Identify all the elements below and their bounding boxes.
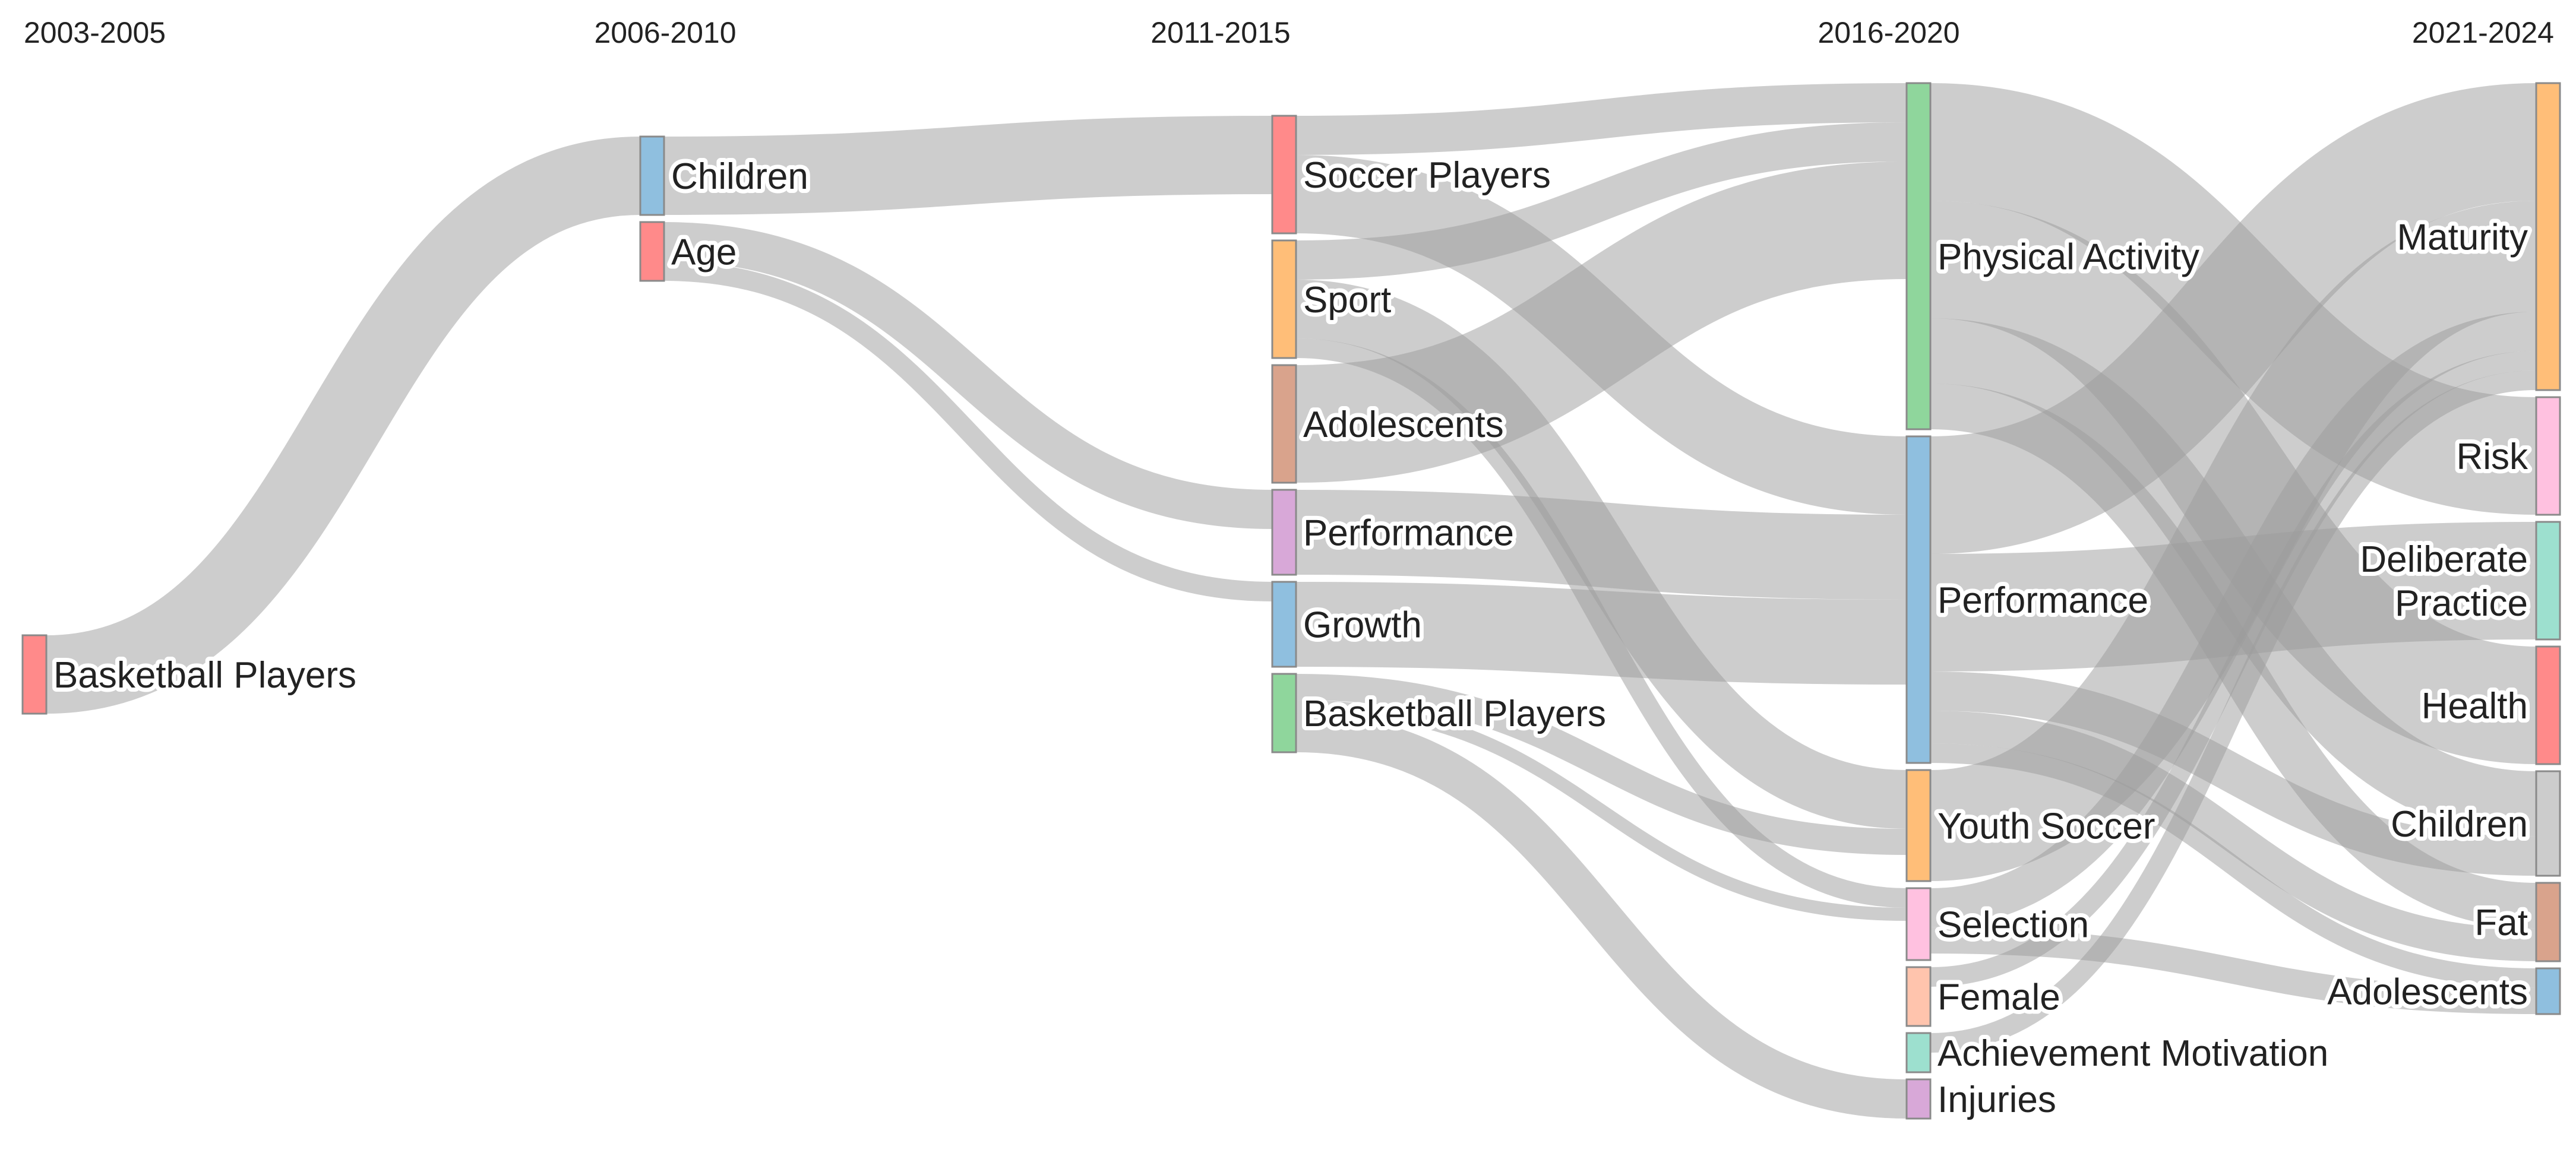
link-performance-to-children bbox=[1930, 671, 2537, 876]
period-labels: 2003-2005 2006-2010 2011-2015 2016-2020 2021… bbox=[24, 16, 2554, 49]
node-injuries-2016-2020[interactable] bbox=[1905, 1078, 1932, 1120]
node-growth-2011-2015[interactable] bbox=[1271, 581, 1297, 668]
node-label-performance: Performance bbox=[1303, 513, 1514, 554]
node-female-2016-2020[interactable] bbox=[1905, 966, 1932, 1027]
link-basketball-players-to-children bbox=[45, 137, 641, 714]
node-physical-activity-2016-2020[interactable] bbox=[1905, 82, 1932, 430]
node-label-deliberate-practice: Deliberate Practice bbox=[2360, 539, 2528, 624]
node-maturity-2021-2024[interactable] bbox=[2535, 82, 2561, 391]
node-fat-2021-2024[interactable] bbox=[2535, 882, 2561, 962]
node-label-growth: Growth bbox=[1303, 605, 1422, 646]
node-label-adolescents: Adolescents bbox=[1303, 404, 1504, 445]
period-label-2011-2015: 2011-2015 bbox=[1150, 16, 1290, 49]
node-soccer-players-2011-2015[interactable] bbox=[1271, 115, 1297, 235]
node-adolescents-2011-2015[interactable] bbox=[1271, 364, 1297, 484]
node-deliberate-practice-2021-2024[interactable] bbox=[2535, 521, 2561, 641]
node-risk-2021-2024[interactable] bbox=[2535, 396, 2561, 516]
node-basketball-players-2011-2015[interactable] bbox=[1271, 673, 1297, 753]
link-basketball-players-to-injuries bbox=[1295, 713, 1907, 1119]
period-label-2021-2024: 2021-2024 bbox=[2412, 16, 2554, 49]
node-label-children: Children bbox=[2391, 804, 2528, 845]
node-children-2006-2010[interactable] bbox=[639, 135, 665, 216]
link-sport-to-physical-activity bbox=[1295, 122, 1907, 280]
node-label-risk: Risk bbox=[2456, 436, 2528, 477]
link-children-to-soccer-players bbox=[663, 116, 1273, 215]
node-label-age: Age bbox=[671, 232, 737, 273]
link-adolescents-to-physical-activity bbox=[1295, 161, 1907, 483]
node-label-injuries: Injuries bbox=[1937, 1079, 2056, 1120]
node-labels: Basketball Players Children Age Soccer Play… bbox=[49, 151, 2533, 1125]
link-female-to-maturity bbox=[1930, 351, 2537, 987]
node-label-female: Female bbox=[1937, 977, 2060, 1018]
node-label-selection: Selection bbox=[1937, 905, 2089, 946]
node-adolescents-2021-2024[interactable] bbox=[2535, 967, 2561, 1015]
node-label-basketball-players: Basketball Players bbox=[1303, 693, 1606, 734]
link-growth-to-performance bbox=[1295, 582, 1907, 685]
node-children-2021-2024[interactable] bbox=[2535, 770, 2561, 877]
node-label-performance: Performance bbox=[1937, 580, 2148, 621]
node-health-2021-2024[interactable] bbox=[2535, 645, 2561, 765]
node-youth-soccer-2016-2020[interactable] bbox=[1905, 769, 1932, 882]
node-label-fat: Fat bbox=[2474, 902, 2528, 943]
period-label-2016-2020: 2016-2020 bbox=[1818, 16, 1959, 49]
link-achievement-motivation-to-maturity bbox=[1930, 370, 2537, 1053]
links bbox=[45, 83, 2538, 1119]
link-basketball-players-to-selection bbox=[1295, 700, 1907, 921]
node-performance-2011-2015[interactable] bbox=[1271, 489, 1297, 576]
node-age-2006-2010[interactable] bbox=[639, 221, 665, 282]
link-youth-soccer-to-maturity bbox=[1929, 201, 2538, 881]
node-label-children: Children bbox=[671, 156, 808, 197]
node-label-health: Health bbox=[2422, 686, 2528, 727]
link-selection-to-maturity bbox=[1930, 312, 2537, 927]
node-label-adolescents: Adolescents bbox=[2327, 972, 2528, 1013]
link-basketball-players-to-youth-soccer bbox=[1295, 674, 1907, 855]
node-label-sport: Sport bbox=[1303, 280, 1391, 321]
node-label-soccer-players: Soccer Players bbox=[1303, 155, 1551, 196]
node-achievement-motivation-2016-2020[interactable] bbox=[1905, 1032, 1932, 1073]
node-label-youth-soccer: Youth Soccer bbox=[1937, 806, 2155, 847]
node-label-maturity: Maturity bbox=[2397, 217, 2528, 258]
link-performance-to-maturity bbox=[1929, 83, 2537, 554]
node-label-physical-activity: Physical Activity bbox=[1937, 237, 2199, 278]
node-basketball-players-2003-2005[interactable] bbox=[21, 634, 48, 715]
node-sport-2011-2015[interactable] bbox=[1271, 239, 1297, 359]
node-performance-2016-2020[interactable] bbox=[1905, 435, 1932, 764]
link-age-to-growth bbox=[663, 261, 1273, 601]
link-soccer-players-to-physical-activity bbox=[1295, 83, 1907, 155]
period-label-2003-2005: 2003-2005 bbox=[24, 16, 166, 49]
period-label-2006-2010: 2006-2010 bbox=[594, 16, 736, 49]
nodes bbox=[21, 82, 2561, 1120]
link-age-to-performance bbox=[663, 222, 1273, 529]
node-label-achievement-motivation: Achievement Motivation bbox=[1937, 1033, 2328, 1074]
node-selection-2016-2020[interactable] bbox=[1905, 887, 1932, 961]
node-label-basketball-players: Basketball Players bbox=[53, 655, 356, 696]
link-performance-to-performance bbox=[1295, 490, 1907, 600]
